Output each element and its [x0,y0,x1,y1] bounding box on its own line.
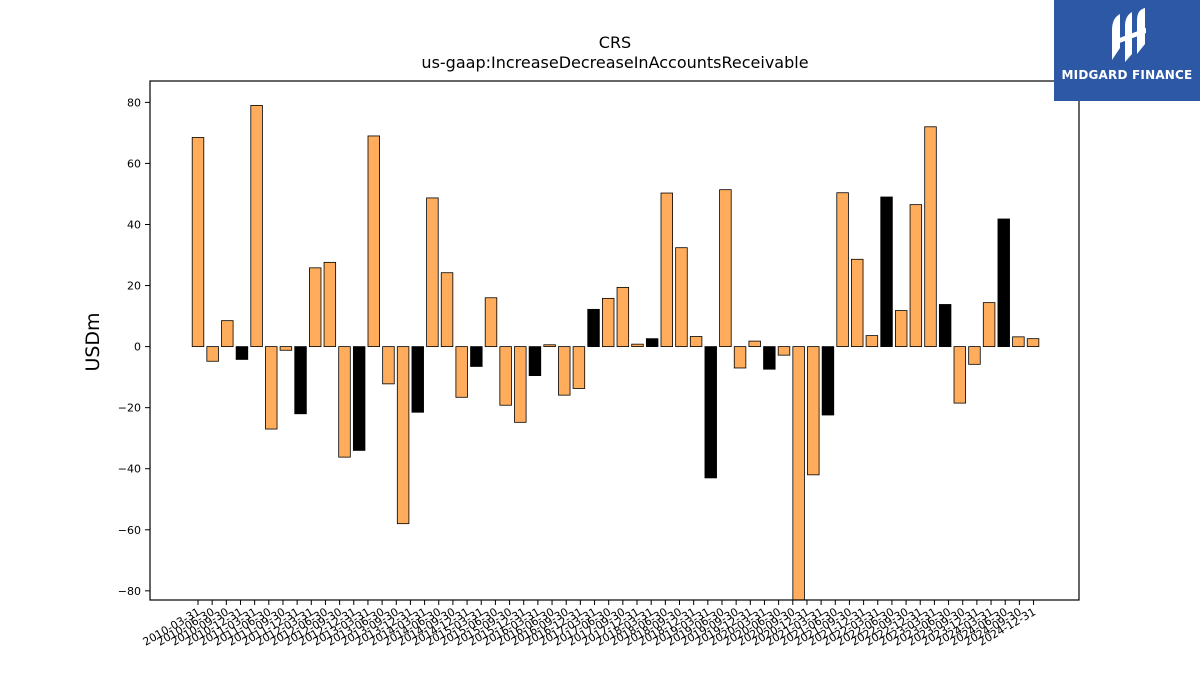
y-tick-label: −80 [118,585,141,598]
bar [660,192,674,347]
bar [748,340,761,348]
bar [895,310,908,347]
bar [880,196,893,347]
bar [235,346,249,360]
bar [909,204,923,348]
bar [191,137,205,348]
bar [440,272,454,347]
bar [294,346,307,415]
y-tick-label: 60 [127,157,141,170]
plot-frame [149,80,1080,601]
bar [308,267,322,348]
y-tick-label: 20 [127,280,141,293]
y-axis-label: USDm [82,312,104,371]
bar [616,286,630,348]
bar [821,346,835,416]
bar [265,346,278,430]
midgard-logo-icon [1112,8,1146,62]
bar [968,346,981,365]
bar [763,346,776,370]
bar [689,336,703,347]
bar [982,302,996,348]
bar [382,346,395,385]
bar [777,346,791,356]
bar [411,346,424,413]
bar [997,218,1010,348]
bar [470,346,483,367]
bar [924,126,937,347]
y-tick-label: −40 [118,463,141,476]
bar [426,197,439,348]
bar [938,304,952,348]
logo-text: MIDGARD FINANCE [1061,68,1193,82]
y-tick-label: 0 [134,341,141,354]
bar [543,344,556,347]
bar [206,346,219,362]
bar [484,297,498,348]
bar [1026,338,1040,348]
bar [250,105,263,347]
bar [733,346,747,369]
bar [323,261,337,347]
bar [953,346,967,404]
bars-group [191,105,1040,601]
bar [645,338,659,348]
bar [631,343,644,348]
bar [807,346,820,476]
bar [572,346,586,389]
bar [338,346,351,458]
bar [352,346,366,451]
bar [704,346,717,479]
y-tick-label: 80 [127,96,141,109]
bar [367,135,381,347]
bar [221,320,234,348]
bar [558,346,571,396]
midgard-finance-logo: MIDGARD FINANCE [1054,0,1200,101]
bar [279,346,293,351]
bar [587,308,600,348]
bar [675,247,688,348]
bar [1012,336,1025,348]
bar [836,192,849,348]
chart-subtitle: us-gaap:IncreaseDecreaseInAccountsReceiv… [421,53,808,72]
y-tick-label: −60 [118,524,141,537]
y-axis: 80 60 40 20 0 −20 −40 −60 −80 [118,96,150,598]
bar [602,297,615,348]
bar [865,335,879,348]
bar [514,346,527,423]
bar [528,346,542,377]
bar [499,346,512,406]
bar [396,346,410,525]
y-tick-label: −20 [118,402,141,415]
chart-title: CRS [599,33,631,52]
bar [455,346,468,398]
bar [851,258,864,348]
bar [792,346,805,601]
x-axis: 2010-03-312010-06-302010-09-302010-12-31… [141,600,1038,649]
bar [719,189,732,347]
y-tick-label: 40 [127,218,141,231]
